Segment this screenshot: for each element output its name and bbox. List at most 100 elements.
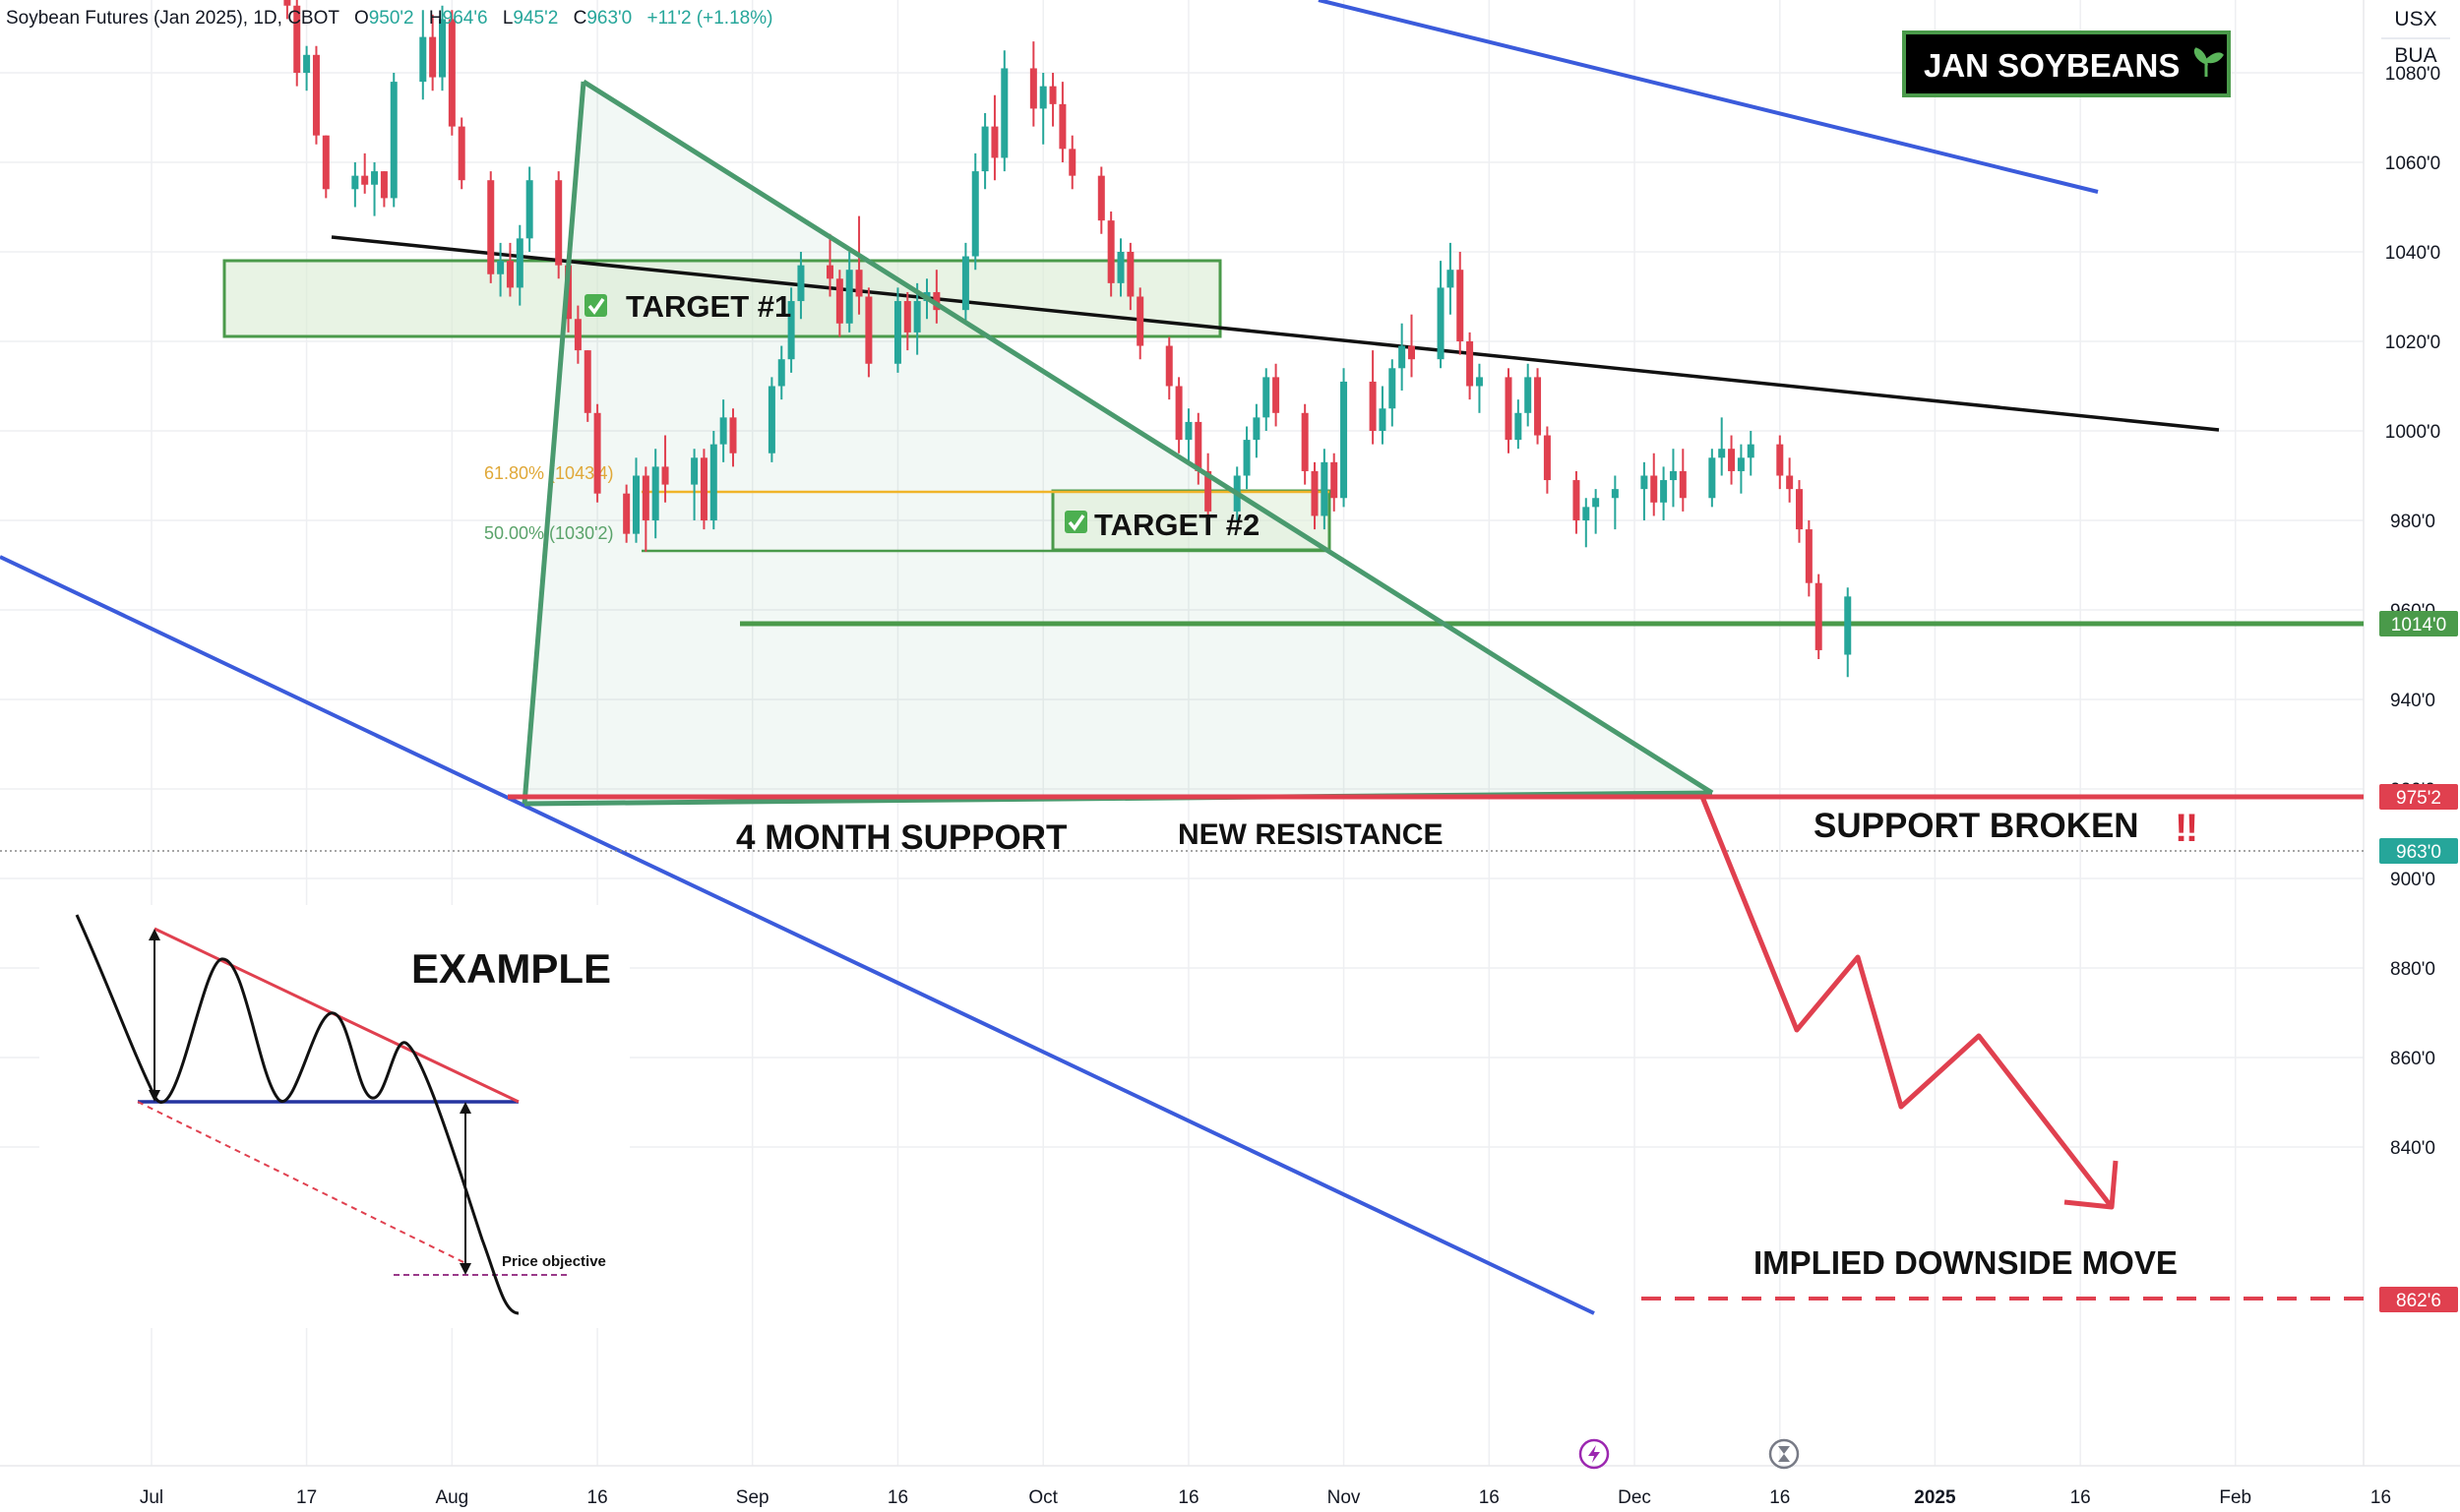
candle[interactable]	[903, 291, 911, 351]
candle[interactable]	[777, 345, 785, 400]
candle[interactable]	[390, 73, 398, 208]
candle[interactable]	[506, 242, 514, 297]
candle[interactable]	[855, 215, 863, 315]
candle[interactable]	[371, 162, 379, 216]
price-scale[interactable]	[2364, 0, 2460, 1466]
candle[interactable]	[303, 45, 311, 91]
candle[interactable]	[593, 403, 601, 503]
candle[interactable]	[1097, 166, 1105, 234]
candle[interactable]	[574, 305, 582, 364]
candle[interactable]	[1572, 470, 1580, 534]
candle[interactable]	[1272, 363, 1280, 427]
candle[interactable]	[787, 287, 795, 373]
candle[interactable]	[1786, 457, 1794, 503]
candle[interactable]	[1718, 417, 1726, 476]
candle[interactable]	[1262, 368, 1270, 431]
candle[interactable]	[913, 282, 921, 355]
candle[interactable]	[584, 350, 591, 422]
candle[interactable]	[1514, 399, 1522, 450]
candle[interactable]	[797, 252, 805, 320]
candle[interactable]	[623, 484, 631, 543]
candlestick-series[interactable]	[51, 0, 1852, 678]
candle[interactable]	[487, 171, 495, 283]
candle[interactable]	[933, 270, 941, 324]
candle[interactable]	[351, 162, 359, 208]
candle[interactable]	[322, 135, 330, 199]
candle[interactable]	[691, 449, 699, 520]
candle[interactable]	[1582, 498, 1590, 548]
candle[interactable]	[1640, 461, 1648, 520]
candle[interactable]	[1747, 431, 1754, 476]
candle[interactable]	[1456, 252, 1464, 355]
candle[interactable]	[719, 399, 727, 462]
candle[interactable]	[981, 112, 989, 190]
candle[interactable]	[729, 408, 737, 467]
candle[interactable]	[1669, 449, 1677, 508]
unit-label[interactable]: BUA	[2394, 44, 2436, 67]
candle[interactable]	[1059, 82, 1067, 162]
candle[interactable]	[1446, 242, 1454, 315]
candle[interactable]	[458, 117, 465, 190]
candle[interactable]	[1340, 368, 1348, 508]
candle[interactable]	[283, 0, 291, 20]
candle[interactable]	[497, 242, 505, 297]
candle[interactable]	[361, 152, 369, 194]
candle[interactable]	[1466, 332, 1474, 400]
candle[interactable]	[555, 171, 563, 279]
candle[interactable]	[1524, 363, 1532, 427]
candle[interactable]	[1243, 426, 1251, 490]
hourglass-icon[interactable]	[1768, 1438, 1800, 1470]
candle[interactable]	[525, 166, 533, 252]
candle[interactable]	[700, 449, 707, 530]
candle[interactable]	[1805, 520, 1813, 597]
candle[interactable]	[651, 449, 659, 539]
lightning-icon[interactable]	[1578, 1438, 1610, 1470]
candle[interactable]	[1253, 403, 1261, 458]
candle[interactable]	[961, 242, 969, 324]
candle[interactable]	[1679, 449, 1687, 512]
candle[interactable]	[1737, 444, 1745, 494]
candle[interactable]	[1127, 242, 1135, 311]
candle[interactable]	[971, 152, 979, 271]
candle[interactable]	[1844, 587, 1852, 678]
candle[interactable]	[661, 435, 669, 503]
candle[interactable]	[1117, 238, 1125, 297]
candle[interactable]	[1592, 489, 1600, 534]
candle[interactable]	[1137, 287, 1144, 360]
candle[interactable]	[1039, 73, 1047, 145]
candle[interactable]	[1728, 435, 1736, 485]
candle[interactable]	[1398, 323, 1406, 392]
candle[interactable]	[845, 252, 853, 333]
candle[interactable]	[709, 431, 717, 530]
candle[interactable]	[642, 466, 649, 552]
candle[interactable]	[865, 287, 873, 378]
candle[interactable]	[1543, 426, 1551, 494]
candle[interactable]	[1369, 350, 1377, 445]
candle[interactable]	[1049, 73, 1057, 127]
candle[interactable]	[1776, 435, 1784, 490]
candle[interactable]	[1660, 466, 1668, 520]
candle[interactable]	[1505, 368, 1512, 454]
candle[interactable]	[1321, 449, 1328, 530]
candle[interactable]	[1107, 212, 1115, 297]
currency-label[interactable]: USX	[2394, 8, 2436, 30]
candle[interactable]	[380, 171, 388, 208]
candle[interactable]	[893, 287, 901, 373]
candle[interactable]	[1029, 41, 1037, 127]
candle[interactable]	[1708, 449, 1716, 508]
candle[interactable]	[1330, 453, 1338, 512]
candle[interactable]	[1301, 403, 1309, 485]
candle[interactable]	[827, 233, 833, 297]
candle[interactable]	[312, 45, 320, 145]
candle[interactable]	[1175, 377, 1183, 454]
candle[interactable]	[429, 14, 437, 91]
candle[interactable]	[1001, 50, 1009, 172]
candle[interactable]	[835, 270, 843, 337]
candle[interactable]	[1185, 408, 1193, 462]
candle[interactable]	[1437, 261, 1445, 369]
candle[interactable]	[516, 224, 523, 306]
candle[interactable]	[1195, 412, 1202, 485]
candle[interactable]	[991, 94, 999, 181]
candle[interactable]	[1388, 359, 1396, 427]
